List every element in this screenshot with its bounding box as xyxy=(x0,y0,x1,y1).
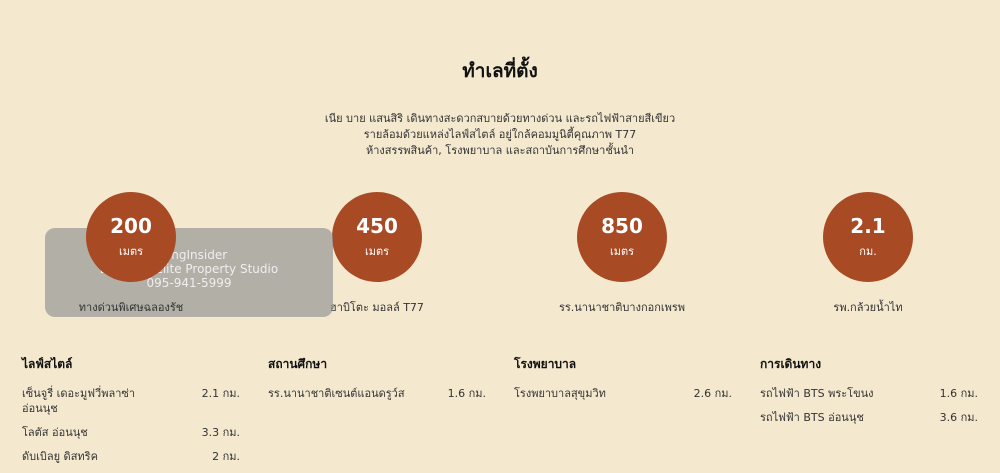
item-name: รถไฟฟ้า BTS อ่อนนุช xyxy=(760,411,864,424)
stat-school: 850 เมตร รร.นานาชาติบางกอกเพรพ xyxy=(522,192,722,316)
stat-mall: 450 เมตร ฮาบิโตะ มอลล์ T77 xyxy=(277,192,477,316)
item-distance: 3.3 กม. xyxy=(201,426,240,439)
item-distance: 1.6 กม. xyxy=(939,387,978,400)
description-line: ห้างสรรพสินค้า, โรงพยาบาล และสถาบันการศึ… xyxy=(365,144,635,157)
stat-value: 200 xyxy=(110,214,152,238)
item-distance: 3.6 กม. xyxy=(939,411,978,424)
section-title: ทำเลที่ตั้ง xyxy=(462,60,538,82)
category-transport: การเดินทาง รถไฟฟ้า BTS พระโขนง 1.6 กม. รถ… xyxy=(760,355,978,434)
list-item: รร.นานาชาติเซนต์แอนดรูว์ส 1.6 กม. xyxy=(268,386,486,401)
item-distance: 2 กม. xyxy=(212,450,240,463)
item-distance: 2.6 กม. xyxy=(693,387,732,400)
item-name: เซ็นจูรี่ เดอะมูฟวี่พลาซ่า อ่อนนุช xyxy=(22,387,136,415)
description-line: รายล้อมด้วยแหล่งไลฟ์สไตล์ อยู่ใกล้คอมมูน… xyxy=(363,128,637,141)
list-item: เซ็นจูรี่ เดอะมูฟวี่พลาซ่า อ่อนนุช 2.1 กม… xyxy=(22,386,240,416)
category-title: การเดินทาง xyxy=(760,357,822,371)
stat-unit: เมตร xyxy=(364,245,390,258)
category-hospital: โรงพยาบาล โรงพยาบาลสุขุมวิท 2.6 กม. xyxy=(514,355,732,410)
stat-value: 2.1 xyxy=(850,214,886,238)
stat-value: 850 xyxy=(601,214,643,238)
item-name: โลตัส อ่อนนุช xyxy=(22,426,88,439)
description-line: เนีย บาย แสนสิริ เดินทางสะดวกสบายด้วยทาง… xyxy=(324,112,676,125)
category-title: ไลฟ์สไตล์ xyxy=(22,357,73,371)
category-lifestyle: ไลฟ์สไตล์ เซ็นจูรี่ เดอะมูฟวี่พลาซ่า อ่อ… xyxy=(22,355,240,473)
stat-label: รพ.กล้วยน้ำไท xyxy=(833,301,903,314)
stat-hospital: 2.1 กม. รพ.กล้วยน้ำไท xyxy=(768,192,968,316)
section-description: เนีย บาย แสนสิริ เดินทางสะดวกสบายด้วยทาง… xyxy=(0,111,1000,159)
stat-value: 450 xyxy=(356,214,398,238)
item-name: รถไฟฟ้า BTS พระโขนง xyxy=(760,387,874,400)
item-name: ดับเบิลยู ดิสทริค xyxy=(22,450,98,463)
category-title: โรงพยาบาล xyxy=(514,357,577,371)
item-distance: 1.6 กม. xyxy=(447,387,486,400)
stat-unit: เมตร xyxy=(609,245,635,258)
stat-label: รร.นานาชาติบางกอกเพรพ xyxy=(558,301,686,314)
list-item: รถไฟฟ้า BTS พระโขนง 1.6 กม. xyxy=(760,386,978,401)
list-item: ดับเบิลยู ดิสทริค 2 กม. xyxy=(22,449,240,464)
item-name: โรงพยาบาลสุขุมวิท xyxy=(514,387,606,400)
stat-label: ฮาบิโตะ มอลล์ T77 xyxy=(330,301,424,314)
item-name: รร.นานาชาติเซนต์แอนดรูว์ส xyxy=(268,387,405,400)
stat-circle: 2.1 กม. xyxy=(823,192,913,282)
stat-label: ทางด่วนพิเศษฉลองรัช xyxy=(78,301,184,314)
category-education: สถานศึกษา รร.นานาชาติเซนต์แอนดรูว์ส 1.6 ก… xyxy=(268,355,486,410)
stat-circle: 850 เมตร xyxy=(577,192,667,282)
stat-unit: เมตร xyxy=(118,245,144,258)
list-item: รถไฟฟ้า BTS อ่อนนุช 3.6 กม. xyxy=(760,410,978,425)
list-item: โรงพยาบาลสุขุมวิท 2.6 กม. xyxy=(514,386,732,401)
item-distance: 2.1 กม. xyxy=(201,387,240,400)
category-title: สถานศึกษา xyxy=(268,357,328,371)
list-item: โลตัส อ่อนนุช 3.3 กม. xyxy=(22,425,240,440)
stat-circle: 450 เมตร xyxy=(332,192,422,282)
stat-unit: กม. xyxy=(859,245,877,258)
stat-expressway: 200 เมตร ทางด่วนพิเศษฉลองรัช xyxy=(31,192,231,316)
stat-circle: 200 เมตร xyxy=(86,192,176,282)
